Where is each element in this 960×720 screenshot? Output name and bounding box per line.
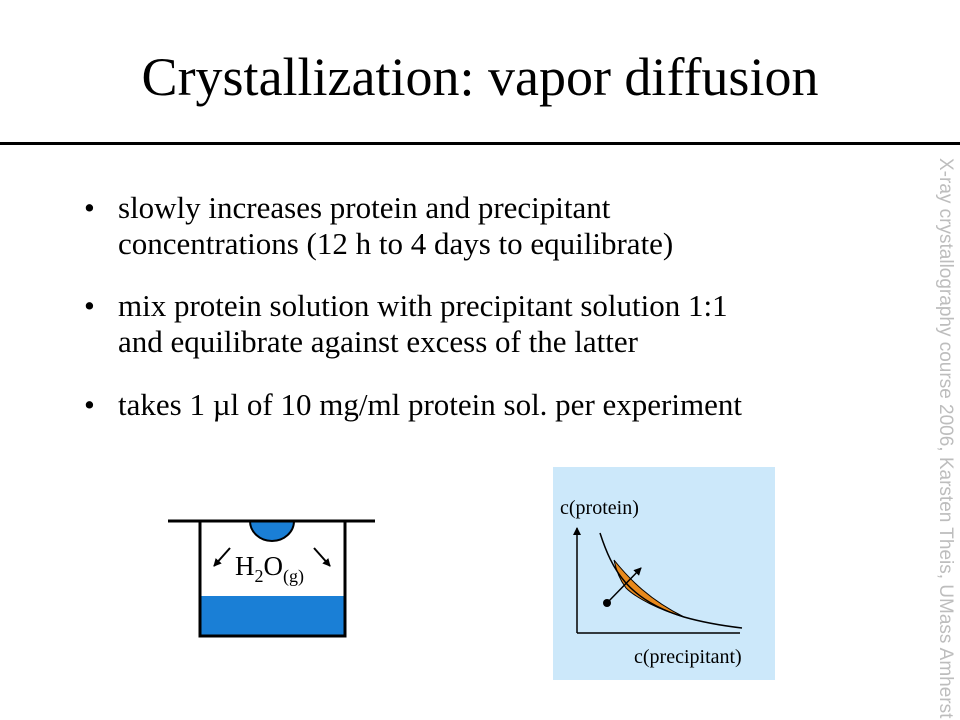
graph-panel <box>553 467 775 680</box>
bullet-text: takes 1 µl of 10 mg/ml protein sol. per … <box>118 387 742 423</box>
title-rule <box>0 142 960 145</box>
well-label: H2O(g) <box>235 551 304 587</box>
solubility-curve <box>599 532 743 629</box>
x-axis-label: c(precipitant) <box>634 646 742 668</box>
reservoir <box>200 596 345 636</box>
text: 2 <box>255 566 264 586</box>
title: Crystallization: vapor diffusion <box>141 47 819 107</box>
bullet-text: mix protein solution with precipitant so… <box>118 288 728 360</box>
text-line: concentrations (12 h to 4 days to equili… <box>118 226 674 261</box>
bullet-text: slowly increases protein and precipitant… <box>118 190 673 262</box>
well-diagram: H2O(g) <box>168 519 375 638</box>
bullet-marker: • <box>84 387 95 422</box>
drop <box>248 520 296 542</box>
well <box>198 521 347 638</box>
text-line: and equilibrate against excess of the la… <box>118 324 638 359</box>
text-line: takes 1 µl of 10 mg/ml protein sol. per … <box>118 387 742 422</box>
text-line: mix protein solution with precipitant so… <box>118 288 728 323</box>
y-axis-label: c(protein) <box>560 497 639 519</box>
phase-graph: c(protein) c(precipitant) <box>553 467 775 680</box>
text: H <box>235 551 255 581</box>
text: (g) <box>283 566 304 587</box>
text: O <box>264 551 284 581</box>
arrow <box>313 547 331 567</box>
arrow <box>213 547 231 567</box>
bullet-marker: • <box>84 190 95 225</box>
bullet-marker: • <box>84 288 95 323</box>
arrow <box>606 567 642 604</box>
text-line: slowly increases protein and precipitant <box>118 190 611 225</box>
